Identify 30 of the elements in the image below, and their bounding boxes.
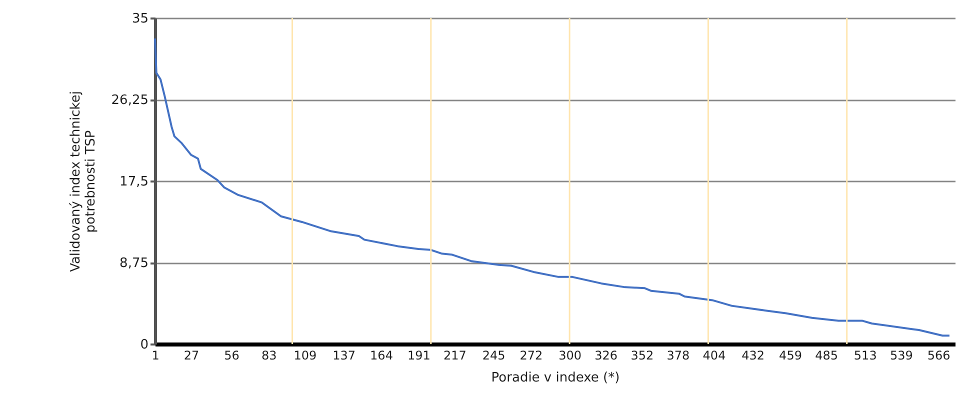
x-tick-label: 404	[702, 348, 726, 362]
x-tick-label: 137	[332, 348, 356, 362]
x-tick-label: 1	[152, 348, 160, 362]
x-tick-label: 432	[742, 348, 765, 362]
x-tick-label: 217	[444, 348, 466, 362]
x-tick-label: 109	[294, 348, 317, 362]
x-tick-label: 245	[482, 348, 506, 362]
x-tick-label: 326	[594, 348, 618, 362]
x-tick-label: 352	[630, 348, 654, 362]
y-tick-label: 8,75	[120, 256, 148, 271]
y-tick-label: 35	[132, 12, 148, 26]
x-tick-label: 83	[262, 348, 277, 362]
y-axis-title: Validovaný index technickej potrebnosti TSP	[68, 91, 98, 272]
y-tick-label: 26,25	[111, 93, 148, 108]
x-tick-label: 272	[520, 348, 543, 362]
x-tick-label: 164	[370, 348, 393, 362]
x-tick-label: 513	[854, 348, 877, 362]
x-tick-label: 56	[224, 348, 240, 362]
y-tick-label: 0	[140, 338, 148, 352]
line-series	[154, 37, 950, 337]
x-tick-label: 539	[890, 348, 913, 362]
x-tick-label: 27	[184, 348, 200, 362]
y-tick-label: 17,5	[120, 174, 148, 190]
x-tick-label: 566	[927, 348, 950, 362]
x-tick-label: 459	[779, 348, 802, 362]
x-tick-label: 191	[407, 348, 430, 362]
x-tick-label: 300	[558, 348, 582, 362]
x-tick-label: 485	[815, 348, 838, 362]
x-tick-label: 378	[666, 348, 690, 362]
x-axis-title: Poradie v indexe (*)	[491, 370, 620, 386]
